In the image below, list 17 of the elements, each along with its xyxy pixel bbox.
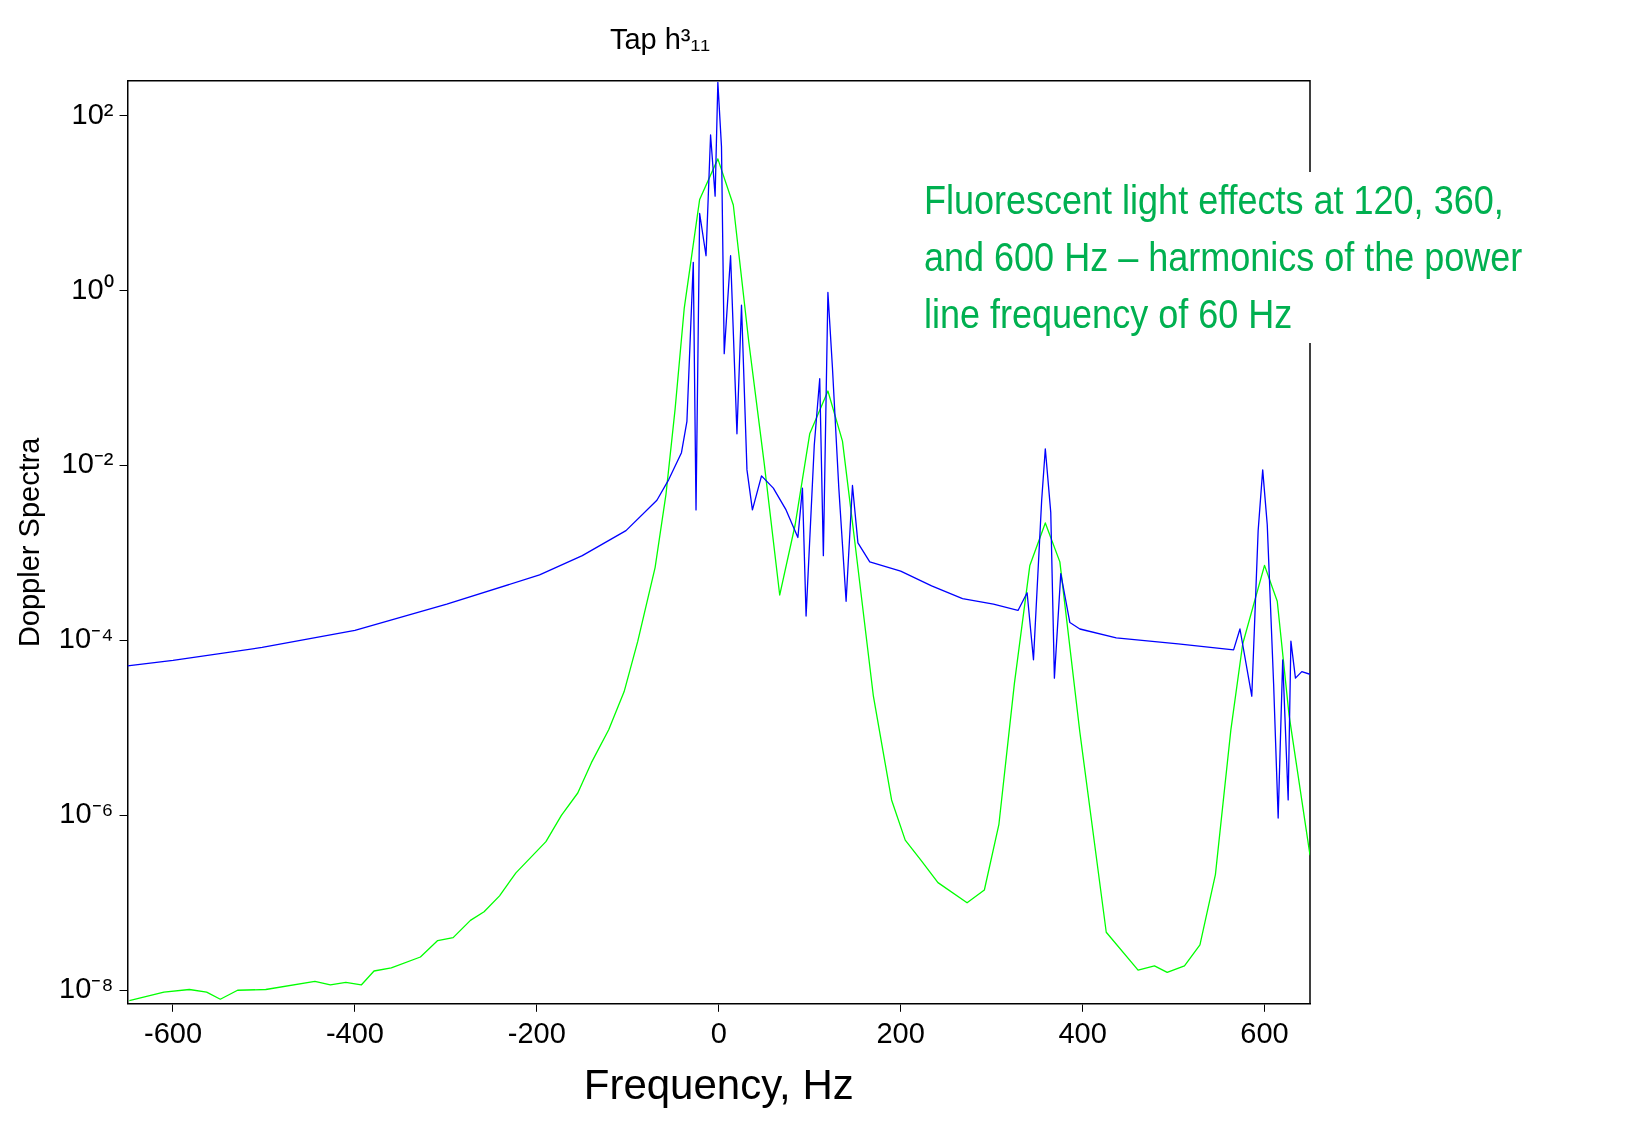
y-tick-label: 10⁻⁴ <box>58 622 114 655</box>
x-tick-label: 600 <box>1240 1017 1289 1050</box>
y-tick-label: 10⁻⁸ <box>59 972 114 1005</box>
x-tick-label: -600 <box>143 1017 203 1050</box>
x-tick-label: -200 <box>507 1017 566 1050</box>
x-tick-label: 400 <box>1058 1017 1107 1050</box>
y-tick-label: 10² <box>71 97 114 130</box>
chart-title: Tap h³₁₁ <box>609 23 711 56</box>
x-tick-label: -400 <box>325 1017 384 1050</box>
x-tick-label: 0 <box>710 1017 727 1050</box>
y-tick-label: 10⁻² <box>61 447 114 480</box>
y-axis-title: Doppler Spectra <box>13 436 46 648</box>
y-tick-label: 10⁰ <box>71 272 114 305</box>
x-tick-label: 200 <box>876 1017 925 1050</box>
annotation: Fluorescent light effects at 120, 360, and 600 Hz – harmonics of the power line frequency of 60 Hz <box>924 172 1572 343</box>
y-tick-label: 10⁻⁶ <box>59 797 114 830</box>
x-axis-title: Frequency, Hz <box>583 1061 854 1109</box>
